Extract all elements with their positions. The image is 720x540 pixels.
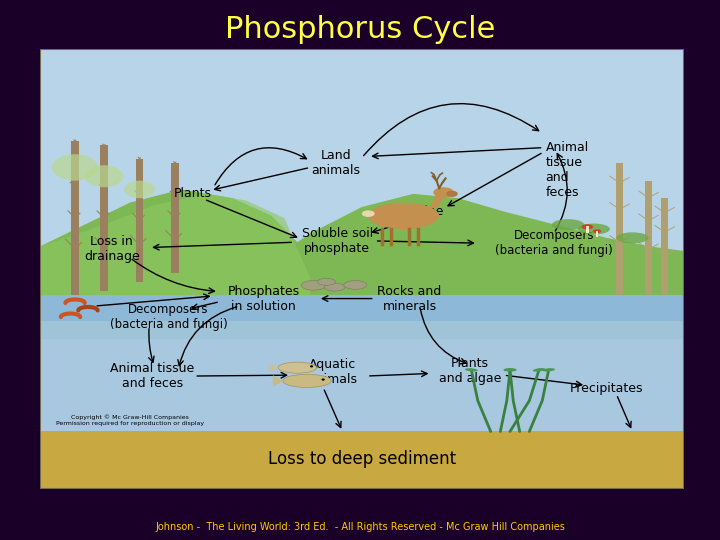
FancyBboxPatch shape bbox=[40, 321, 684, 339]
Ellipse shape bbox=[325, 283, 345, 291]
Polygon shape bbox=[273, 375, 283, 387]
Text: Plants
and algae: Plants and algae bbox=[439, 357, 501, 385]
Text: Phosphates
in solution: Phosphates in solution bbox=[228, 285, 300, 313]
Bar bbox=[100, 145, 108, 291]
Ellipse shape bbox=[283, 374, 331, 388]
Text: Decomposers
(bacteria and fungi): Decomposers (bacteria and fungi) bbox=[109, 303, 228, 331]
Text: Loss to deep sediment: Loss to deep sediment bbox=[268, 450, 456, 468]
Text: Urine: Urine bbox=[411, 205, 444, 218]
Text: Rocks and
minerals: Rocks and minerals bbox=[377, 285, 441, 313]
Bar bbox=[595, 231, 598, 237]
Text: Copyright © Mc Graw-Hill Companies
Permission required for reproduction or displ: Copyright © Mc Graw-Hill Companies Permi… bbox=[55, 415, 204, 426]
Ellipse shape bbox=[593, 230, 601, 233]
Ellipse shape bbox=[278, 362, 317, 373]
Ellipse shape bbox=[582, 224, 593, 230]
Ellipse shape bbox=[552, 219, 584, 230]
Polygon shape bbox=[40, 190, 310, 295]
Polygon shape bbox=[252, 194, 684, 295]
Ellipse shape bbox=[124, 180, 155, 198]
Bar bbox=[662, 198, 668, 295]
Polygon shape bbox=[269, 363, 278, 372]
Ellipse shape bbox=[465, 368, 478, 372]
Ellipse shape bbox=[310, 365, 313, 367]
FancyBboxPatch shape bbox=[40, 49, 684, 295]
Text: Plants: Plants bbox=[174, 187, 212, 200]
Ellipse shape bbox=[577, 224, 610, 234]
Polygon shape bbox=[429, 195, 444, 208]
Text: Loss in
drainage: Loss in drainage bbox=[84, 235, 140, 263]
Ellipse shape bbox=[301, 281, 325, 290]
Text: Decomposers
(bacteria and fungi): Decomposers (bacteria and fungi) bbox=[495, 229, 613, 257]
Ellipse shape bbox=[533, 368, 545, 372]
Ellipse shape bbox=[52, 154, 98, 180]
Text: Phosphorus Cycle: Phosphorus Cycle bbox=[225, 15, 495, 44]
Ellipse shape bbox=[343, 281, 367, 289]
Ellipse shape bbox=[542, 368, 555, 372]
Text: Land
animals: Land animals bbox=[312, 149, 361, 177]
Text: Precipitates: Precipitates bbox=[570, 382, 644, 395]
Bar bbox=[71, 141, 79, 295]
Text: Johnson -  The Living World: 3rd Ed.  - All Rights Reserved - Mc Graw Hill Compa: Johnson - The Living World: 3rd Ed. - Al… bbox=[155, 522, 565, 531]
Text: Animal
tissue
and
feces: Animal tissue and feces bbox=[546, 141, 589, 199]
Ellipse shape bbox=[368, 202, 439, 229]
Ellipse shape bbox=[446, 191, 458, 197]
Bar bbox=[171, 163, 179, 273]
FancyBboxPatch shape bbox=[40, 278, 684, 339]
FancyBboxPatch shape bbox=[40, 431, 684, 489]
Ellipse shape bbox=[503, 368, 516, 372]
Ellipse shape bbox=[433, 187, 454, 198]
Polygon shape bbox=[40, 194, 310, 295]
Bar bbox=[135, 159, 143, 282]
Text: Soluble soil
phosphate: Soluble soil phosphate bbox=[302, 227, 373, 255]
FancyBboxPatch shape bbox=[40, 321, 684, 440]
Text: Animal tissue
and feces: Animal tissue and feces bbox=[110, 362, 194, 390]
Ellipse shape bbox=[318, 278, 336, 285]
Text: Aquatic
animals: Aquatic animals bbox=[308, 358, 357, 386]
Ellipse shape bbox=[322, 379, 325, 381]
Ellipse shape bbox=[85, 165, 123, 187]
Bar bbox=[586, 226, 589, 233]
Ellipse shape bbox=[361, 211, 374, 217]
Bar bbox=[645, 180, 652, 295]
Ellipse shape bbox=[503, 368, 516, 372]
Ellipse shape bbox=[616, 232, 649, 244]
Bar bbox=[616, 163, 623, 295]
